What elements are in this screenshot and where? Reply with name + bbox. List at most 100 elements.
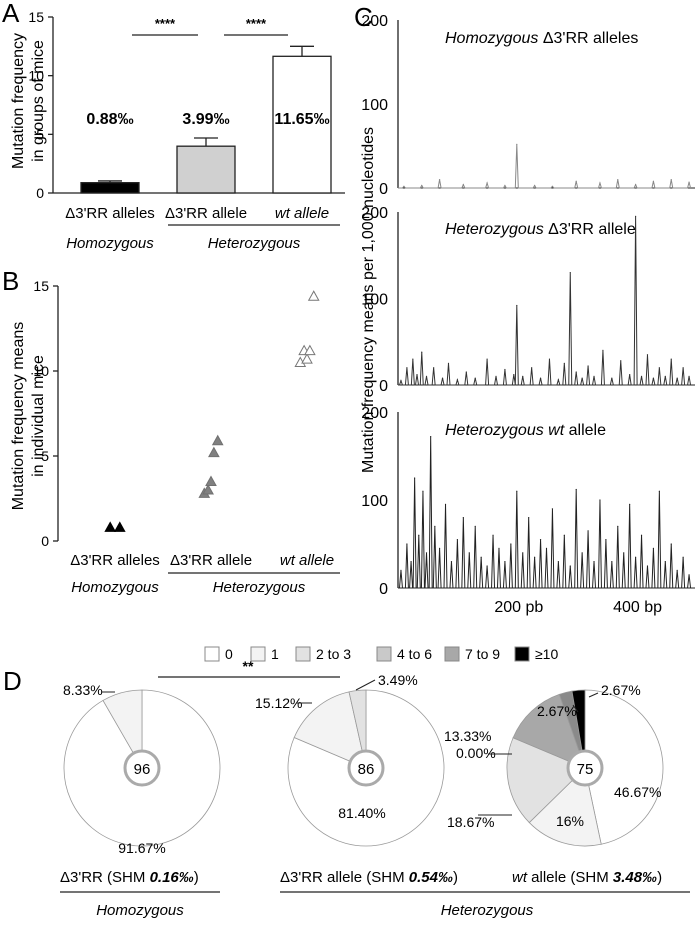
data-point: [557, 561, 559, 563]
data-point: [539, 377, 542, 379]
data-point: [414, 477, 416, 479]
panel-b-y-tick-label: 0: [41, 533, 49, 549]
scatter-point: [205, 475, 217, 486]
pie-slice-label: 0.00%: [456, 745, 496, 761]
pie-slice-label: 91.67%: [118, 840, 165, 856]
data-point: [516, 143, 518, 145]
data-point: [664, 375, 666, 377]
data-point: [495, 375, 497, 377]
x-tick-label: Δ3'RR alleles: [65, 205, 155, 222]
data-point: [434, 525, 436, 528]
legend-swatch: [295, 646, 311, 662]
data-point: [602, 349, 604, 351]
data-point: [593, 375, 595, 377]
legend-label: 0: [225, 646, 233, 662]
pie-center-count: 75: [577, 761, 594, 778]
pie-slice: [571, 689, 586, 769]
data-point: [611, 561, 613, 563]
panel-a-ylabel: in groups of mice: [30, 40, 47, 162]
bar-value-label: 11.65‰: [274, 111, 329, 128]
pie-slice-label: 18.67%: [447, 814, 494, 830]
data-trace: [398, 216, 692, 386]
data-point: [400, 569, 402, 572]
data-point: [450, 561, 453, 563]
data-point: [688, 181, 690, 183]
pie-center-count: 96: [134, 761, 151, 778]
panel-a-y-tick-label: 0: [36, 185, 44, 201]
data-point: [539, 539, 542, 541]
significance-marker: ****: [155, 16, 176, 31]
data-point: [400, 380, 402, 382]
panel-label-b: B: [2, 266, 19, 296]
data-point: [492, 534, 494, 536]
data-point: [575, 180, 577, 182]
label-leader: [572, 704, 579, 713]
data-point: [421, 184, 423, 187]
data-point: [486, 565, 488, 567]
data-point: [462, 184, 464, 186]
data-point: [528, 517, 530, 519]
panel-c-y-tick-label: 0: [379, 378, 388, 395]
data-point: [410, 561, 412, 563]
pie-slice-label: 3.49%: [378, 672, 418, 688]
x-tick-label: wt allele: [275, 205, 329, 222]
data-point: [456, 379, 458, 381]
data-point: [557, 379, 559, 381]
significance-marker: ****: [246, 16, 267, 31]
pie-caption: Δ3'RR (SHM 0.16‰): [60, 869, 199, 886]
panel-c-y-tick-label: 100: [361, 97, 388, 114]
data-point: [516, 304, 518, 307]
data-point: [611, 377, 613, 379]
data-point: [670, 179, 672, 181]
group-label-homozygous: Homozygous: [66, 235, 154, 252]
data-point: [688, 375, 690, 377]
panel-c-y-tick-label: 200: [361, 405, 388, 422]
data-point: [438, 179, 441, 181]
group-label-heterozygous: Heterozygous: [441, 902, 534, 919]
data-point: [412, 358, 414, 360]
data-point: [569, 565, 571, 567]
pie-center: [123, 749, 161, 787]
data-point: [563, 362, 565, 364]
pie-slice-label: 46.67%: [614, 784, 661, 800]
pie-slice: [506, 737, 586, 824]
legend-label: 2 to 3: [316, 646, 351, 662]
data-point: [545, 547, 548, 550]
panel-c-y-tick-label: 0: [379, 581, 388, 598]
panel-c-x-tick-label: 200 pb: [494, 599, 543, 616]
data-point: [599, 499, 601, 501]
legend-label: 1: [271, 646, 279, 662]
scatter-point: [202, 483, 214, 495]
x-tick-label: Δ3'RR allele: [165, 205, 247, 222]
group-label-heterozygous: Heterozygous: [213, 579, 306, 596]
data-point: [406, 367, 408, 369]
pie-slice: [512, 693, 586, 769]
data-point: [474, 525, 476, 528]
pie-slice: [102, 689, 143, 770]
bar: [80, 182, 140, 194]
data-point: [534, 184, 536, 187]
data-point: [551, 508, 554, 510]
group-label-homozygous: Homozygous: [96, 902, 184, 919]
data-point: [468, 552, 470, 554]
data-point: [444, 503, 447, 505]
data-point: [646, 354, 649, 356]
legend-label: 4 to 6: [397, 646, 432, 662]
pie-center: [347, 749, 385, 787]
data-point: [421, 351, 423, 353]
panel-c-y-tick-label: 0: [379, 181, 388, 198]
bar-value-label: 0.88‰: [86, 111, 133, 128]
pie-caption: Δ3'RR allele (SHM 0.54‰): [280, 869, 458, 886]
pie-center: [566, 749, 604, 787]
data-point: [456, 539, 458, 541]
panel-c-y-tick-label: 200: [361, 13, 388, 30]
panel-a-y-tick-label: 15: [28, 9, 44, 25]
panel-a-ylabel: Mutation frequency: [10, 33, 27, 169]
pie-slice-label: 8.33%: [63, 682, 103, 698]
panel-label-d: D: [3, 666, 22, 696]
label-leader: [588, 692, 599, 698]
panel-a-y-tick-label: 5: [36, 126, 44, 142]
data-point: [676, 569, 678, 572]
data-trace: [398, 144, 692, 189]
